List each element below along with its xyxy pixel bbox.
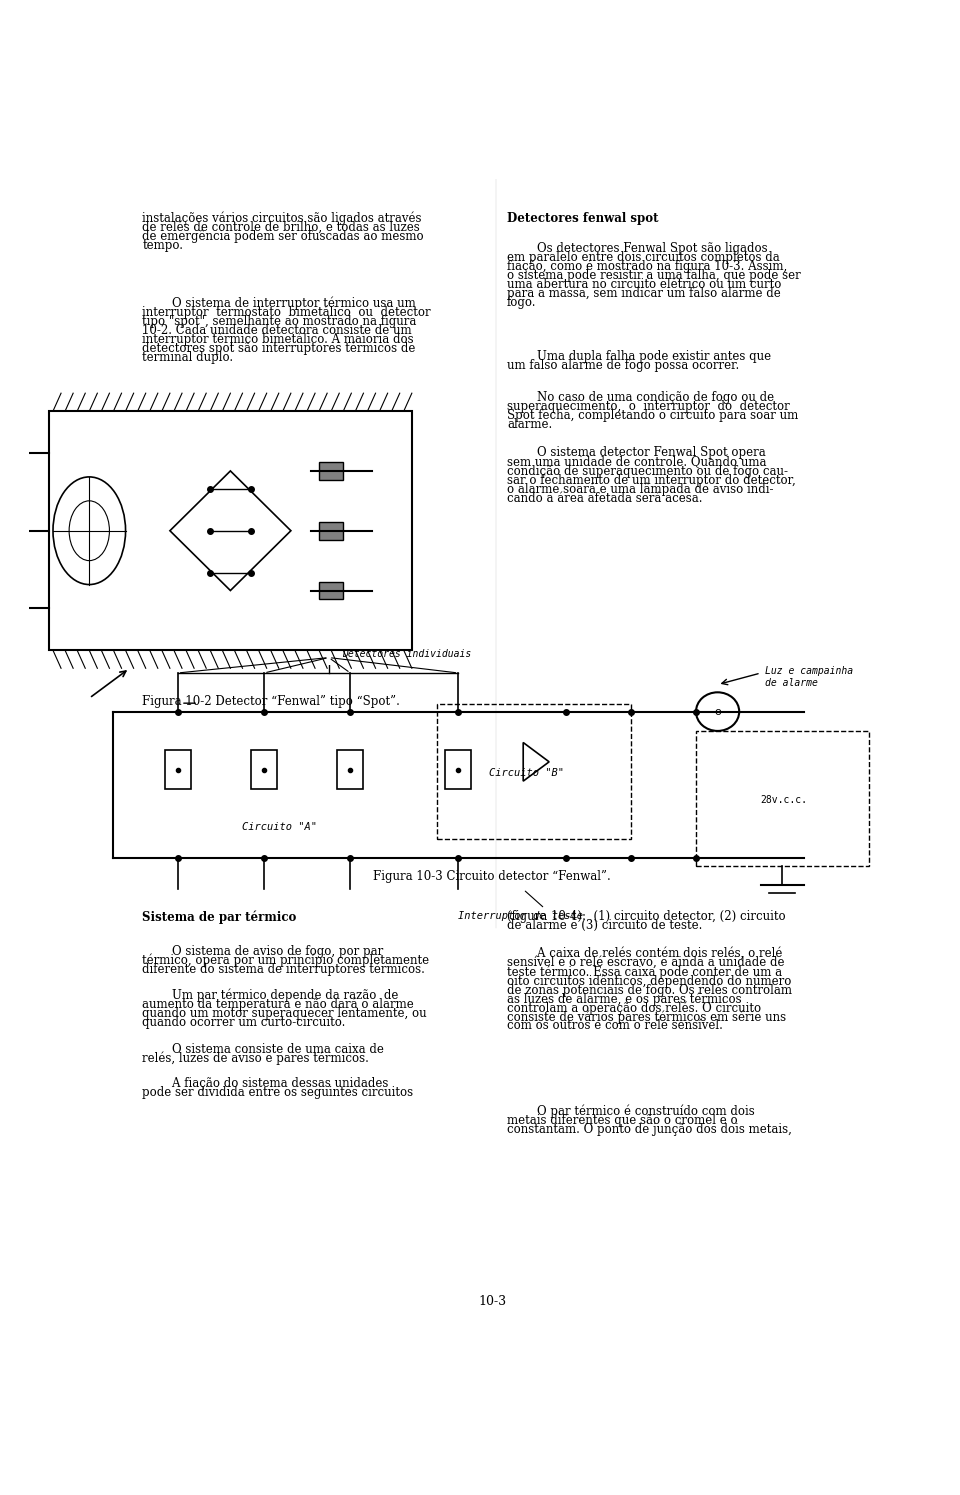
Text: instalações vários circuitos são ligados através: instalações vários circuitos são ligados… (142, 212, 421, 226)
Text: 10-3: 10-3 (478, 1295, 506, 1308)
Text: o alarme soará e uma lâmpada de aviso indi-: o alarme soará e uma lâmpada de aviso in… (507, 483, 774, 496)
Text: diferente do sistema de interruptores térmicos.: diferente do sistema de interruptores té… (142, 963, 425, 976)
Text: quando ocorrer um curto-circuito.: quando ocorrer um curto-circuito. (142, 1015, 346, 1029)
Text: Spot fecha, completando o circuito para soar um: Spot fecha, completando o circuito para … (507, 410, 798, 422)
Text: de emergência podem ser ofuscadas ao mesmo: de emergência podem ser ofuscadas ao mes… (142, 230, 424, 244)
Text: tipo "spot", semelhante ao mostrado na figura: tipo "spot", semelhante ao mostrado na f… (142, 315, 417, 327)
Text: No caso de uma condição de fogo ou de: No caso de uma condição de fogo ou de (507, 392, 774, 404)
Text: Detectores individuais: Detectores individuais (342, 649, 471, 659)
Text: em paralelo entre dois circuitos completos da: em paralelo entre dois circuitos complet… (507, 251, 780, 263)
Text: A fiação do sistema dessas unidades: A fiação do sistema dessas unidades (142, 1078, 389, 1090)
Text: controlam a operação dos relés. O circuito: controlam a operação dos relés. O circui… (507, 1002, 761, 1015)
Text: 10-2. Cada unidade detectora consiste de um: 10-2. Cada unidade detectora consiste de… (142, 324, 412, 336)
Text: de alarme e (3) circuito de teste.: de alarme e (3) circuito de teste. (507, 919, 703, 933)
Text: O par térmico é construído com dois: O par térmico é construído com dois (507, 1105, 755, 1118)
Text: Os detectores Fenwal Spot são ligados: Os detectores Fenwal Spot são ligados (507, 242, 767, 254)
Text: fiação, como é mostrado na figura 10-3. Assim,: fiação, como é mostrado na figura 10-3. … (507, 260, 787, 274)
Text: quando um motor superaquecer lentamente, ou: quando um motor superaquecer lentamente,… (142, 1006, 427, 1020)
Bar (338, 750, 364, 789)
Text: Interruptor de teste: Interruptor de teste (459, 912, 584, 921)
Text: cando a área afetada será acesa.: cando a área afetada será acesa. (507, 492, 703, 505)
Text: teste térmico. Essa caixa pode conter de um a: teste térmico. Essa caixa pode conter de… (507, 966, 782, 979)
Text: interruptor  termostato  bimetálico  ou  detector: interruptor termostato bimetálico ou det… (142, 306, 431, 320)
Text: A caixa de relés contém dois relés, o relé: A caixa de relés contém dois relés, o re… (507, 948, 782, 960)
Text: Figura 10-3 Circuito detector “Fenwal”.: Figura 10-3 Circuito detector “Fenwal”. (373, 870, 611, 884)
Text: com os outros e com o relé sensível.: com os outros e com o relé sensível. (507, 1020, 723, 1033)
Text: pode ser dividida entre os seguintes circuitos: pode ser dividida entre os seguintes cir… (142, 1087, 414, 1099)
Text: metais diferentes que são o cromel e o: metais diferentes que são o cromel e o (507, 1114, 737, 1127)
Text: Detectores fenwal spot: Detectores fenwal spot (507, 212, 659, 224)
Bar (319, 462, 344, 480)
Text: Circuito "B": Circuito "B" (489, 768, 564, 779)
Text: O sistema de aviso de fogo, por par: O sistema de aviso de fogo, por par (142, 945, 384, 958)
Bar (252, 750, 277, 789)
Text: (figura 10-4):  (1) circuito detector, (2) circuito: (figura 10-4): (1) circuito detector, (2… (507, 910, 785, 924)
Text: superaquecimento,  o  interruptor  do  detector: superaquecimento, o interruptor do detec… (507, 401, 790, 413)
Text: interruptor térmico bimetálico. A maioria dos: interruptor térmico bimetálico. A maiori… (142, 333, 414, 347)
Text: para a massa, sem indicar um falso alarme de: para a massa, sem indicar um falso alarm… (507, 287, 780, 299)
Text: Luz e campainha
de alarme: Luz e campainha de alarme (765, 667, 853, 688)
Bar (696, 731, 869, 866)
Text: Uma dupla falha pode existir antes que: Uma dupla falha pode existir antes que (507, 350, 771, 363)
Bar (437, 704, 632, 839)
Text: detectores spot são interruptores térmicos de: detectores spot são interruptores térmic… (142, 342, 416, 356)
Text: de zonas potenciais de fogo. Os relés controlam: de zonas potenciais de fogo. Os relés co… (507, 984, 792, 997)
Text: oito circuitos idênticos, dependendo do número: oito circuitos idênticos, dependendo do … (507, 975, 791, 988)
Text: tempo.: tempo. (142, 239, 183, 251)
Text: Circuito "A": Circuito "A" (243, 822, 318, 833)
Text: as luzes de alarme, e os pares térmicos: as luzes de alarme, e os pares térmicos (507, 993, 741, 1006)
Text: condição de superaquecimento ou de fogo cau-: condição de superaquecimento ou de fogo … (507, 465, 788, 477)
Bar (445, 750, 471, 789)
Text: Sistema de par térmico: Sistema de par térmico (142, 910, 297, 924)
Text: relés, luzes de aviso e pares térmicos.: relés, luzes de aviso e pares térmicos. (142, 1052, 370, 1066)
Text: térmico, opera por um princípio completamente: térmico, opera por um princípio completa… (142, 954, 429, 967)
Text: sar o fechamento de um interruptor do detector,: sar o fechamento de um interruptor do de… (507, 474, 796, 486)
Text: um falso alarme de fogo possa ocorrer.: um falso alarme de fogo possa ocorrer. (507, 359, 739, 372)
Bar (319, 522, 344, 540)
Text: O sistema consiste de uma caixa de: O sistema consiste de uma caixa de (142, 1044, 384, 1055)
Text: o: o (714, 707, 721, 716)
Text: sem uma unidade de controle. Quando uma: sem uma unidade de controle. Quando uma (507, 456, 766, 468)
Text: uma abertura no circuito elétrico ou um curto: uma abertura no circuito elétrico ou um … (507, 278, 781, 290)
Text: terminal duplo.: terminal duplo. (142, 351, 233, 363)
Text: O sistema de interruptor térmico usa um: O sistema de interruptor térmico usa um (142, 298, 416, 311)
Text: de relés de controle de brilho, e todas as luzes: de relés de controle de brilho, e todas … (142, 221, 420, 233)
Text: alarme.: alarme. (507, 419, 552, 432)
Bar (319, 582, 344, 599)
Text: fogo.: fogo. (507, 296, 537, 309)
Text: 28v.c.c.: 28v.c.c. (761, 795, 807, 806)
Text: constantam. O ponto de junção dos dois metais,: constantam. O ponto de junção dos dois m… (507, 1123, 792, 1136)
Text: o sistema pode resistir a uma falha, que pode ser: o sistema pode resistir a uma falha, que… (507, 269, 801, 281)
Text: sensível e o relé escravo, e ainda a unidade de: sensível e o relé escravo, e ainda a uni… (507, 957, 784, 969)
Text: consiste de vários pares térmicos em série uns: consiste de vários pares térmicos em sér… (507, 1011, 786, 1024)
Text: Figura 10-2 Detector “Fenwal” tipo “Spot”.: Figura 10-2 Detector “Fenwal” tipo “Spot… (142, 695, 400, 709)
Text: O sistema detector Fenwal Spot opera: O sistema detector Fenwal Spot opera (507, 447, 766, 459)
Text: aumento da temperatura e não dará o alarme: aumento da temperatura e não dará o alar… (142, 997, 414, 1011)
Bar (165, 750, 191, 789)
Text: Um par térmico depende da razão  de: Um par térmico depende da razão de (142, 988, 398, 1002)
